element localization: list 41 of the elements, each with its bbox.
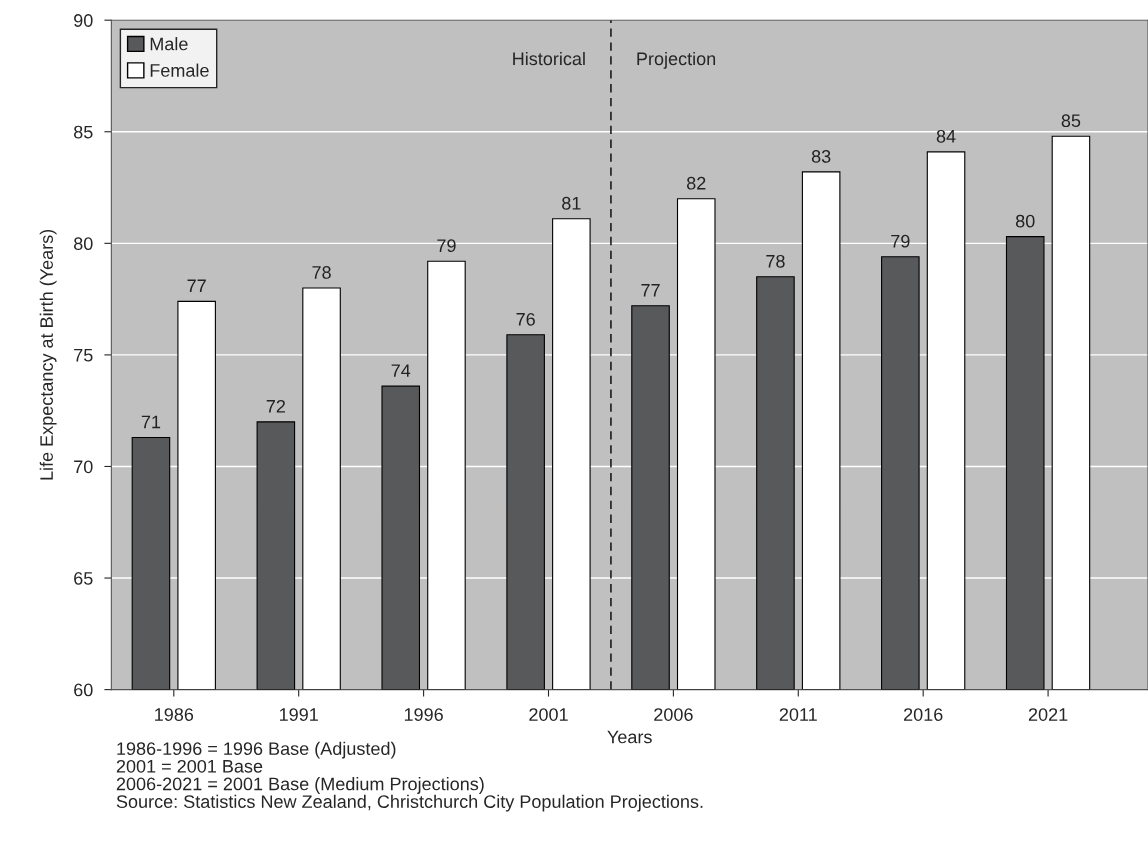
y-tick-label: 70 bbox=[74, 460, 93, 474]
data-label: 71 bbox=[141, 415, 161, 429]
y-tick-label: 80 bbox=[74, 237, 93, 251]
data-label: 79 bbox=[437, 239, 456, 253]
y-tick-label: 65 bbox=[74, 571, 93, 585]
x-tick-label: 1986 bbox=[155, 708, 194, 721]
text: 2001 = 2001 Base bbox=[116, 759, 263, 773]
x-tick-label: 2016 bbox=[904, 708, 943, 721]
y-tick-label: 90 bbox=[74, 14, 93, 27]
data-label: 83 bbox=[811, 150, 831, 163]
annotation: Historical bbox=[513, 51, 585, 66]
data-label: 79 bbox=[891, 234, 910, 248]
x-tick-label: 2006 bbox=[654, 708, 693, 721]
y-tick-label: 60 bbox=[74, 683, 93, 697]
text: 2006-2021 = 2001 Base (Medium Projections) bbox=[116, 777, 484, 794]
y-axis-title: Life Expectancy at Birth (Years) bbox=[39, 229, 57, 480]
data-label: 78 bbox=[312, 266, 331, 279]
x-tick-label: 2021 bbox=[1028, 708, 1068, 721]
legend-label: Male bbox=[150, 37, 188, 51]
y-tick-label: 75 bbox=[74, 349, 93, 362]
data-label: 77 bbox=[641, 284, 660, 297]
data-label: 84 bbox=[936, 129, 956, 143]
legend-label: Female bbox=[150, 63, 209, 77]
x-tick-label: 2001 bbox=[529, 708, 568, 721]
annotation: Projection bbox=[637, 51, 716, 69]
data-label: 76 bbox=[516, 312, 535, 326]
y-tick-label: 85 bbox=[74, 125, 93, 139]
data-label: 74 bbox=[391, 364, 411, 377]
source-note: Source: Statistics New Zealand, Christchurch City Population Projections. bbox=[116, 794, 703, 812]
data-label: 82 bbox=[686, 176, 706, 190]
x-axis-title: Years bbox=[607, 730, 652, 744]
text: 1986-1996 = 1996 Base (Adjusted) bbox=[117, 741, 396, 759]
data-label: 80 bbox=[1015, 214, 1035, 228]
data-label: 85 bbox=[1061, 114, 1081, 128]
data-label: 77 bbox=[187, 279, 206, 293]
x-tick-label: 2011 bbox=[779, 708, 817, 721]
x-tick-label: 1991 bbox=[280, 708, 318, 721]
data-label: 78 bbox=[766, 254, 785, 268]
data-label: 72 bbox=[266, 399, 285, 413]
data-label: 81 bbox=[562, 196, 581, 210]
x-tick-label: 1996 bbox=[404, 708, 443, 721]
